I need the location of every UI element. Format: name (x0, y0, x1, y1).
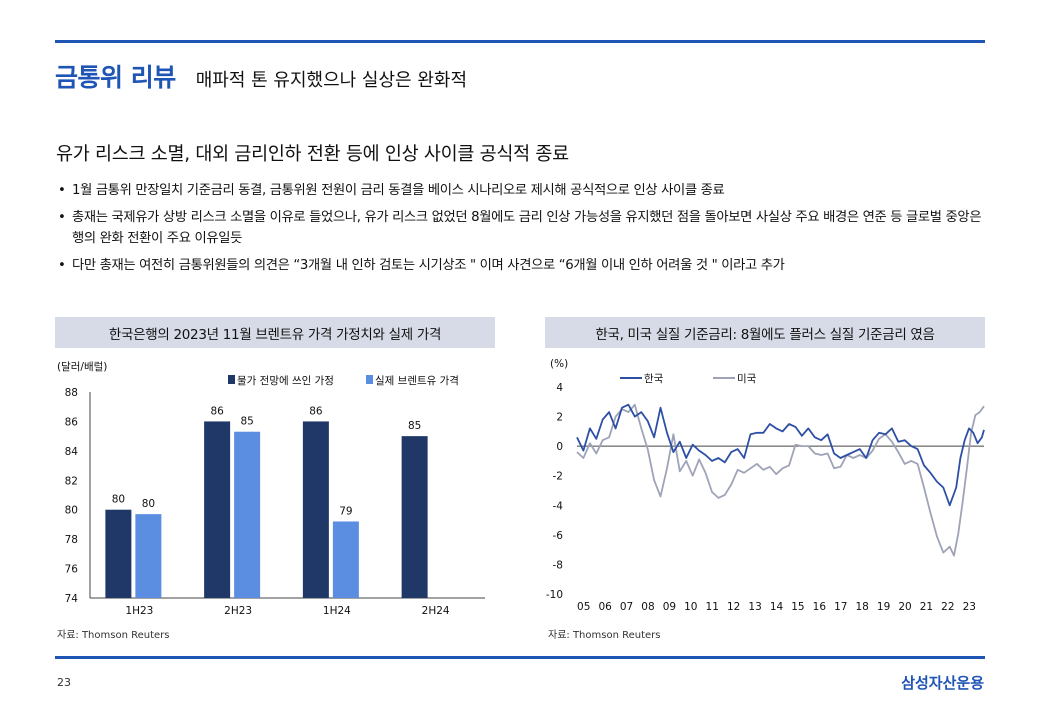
x-tick-label: 08 (641, 601, 654, 613)
x-tick-label: 20 (898, 601, 911, 613)
x-tick-label: 05 (577, 601, 590, 613)
bar-actual (234, 431, 261, 598)
x-tick-label: 06 (598, 601, 612, 613)
y-tick-label: 4 (556, 382, 563, 394)
y-tick-label: 88 (65, 387, 78, 399)
bar-data-label: 80 (142, 498, 155, 510)
bullet-item: 다만 총재는 여전히 금통위원들의 의견은 “3개월 내 인하 검토는 시기상조… (58, 255, 988, 276)
right-chart-source: 자료: Thomson Reuters (548, 630, 661, 641)
bar-chart-svg: (달러/배럴) 74 76 78 80 82 84 86 88 1H23 80 80 2H23 86 85 1… (57, 360, 485, 617)
x-tick-label: 12 (727, 601, 740, 613)
bar-data-label: 86 (210, 405, 224, 417)
y-tick-label: 0 (556, 441, 563, 453)
x-tick-label: 21 (920, 601, 933, 613)
x-tick-label: 16 (813, 601, 827, 613)
y-axis-unit-label: (%) (550, 358, 568, 370)
y-tick-label: -4 (553, 500, 564, 512)
x-tick-label: 09 (663, 601, 676, 613)
series-line-korea (576, 403, 985, 507)
x-tick-label: 10 (684, 601, 697, 613)
y-tick-label: 74 (65, 593, 79, 605)
x-tick-label: 13 (748, 601, 761, 613)
brand-logo-text: 삼성자산운용 (901, 674, 984, 692)
bar-data-label: 86 (309, 405, 323, 417)
page-number: 23 (57, 676, 71, 689)
y-tick-label: 86 (65, 416, 79, 428)
x-tick-label: 17 (834, 601, 847, 613)
legend-swatch (366, 375, 373, 384)
y-tick-label: 84 (65, 446, 79, 458)
bullet-list: 1월 금통위 만장일치 기준금리 동결, 금통위원 전원이 금리 동결을 베이스… (58, 180, 988, 282)
y-tick-label: 2 (556, 412, 563, 424)
x-tick-label: 07 (620, 601, 633, 613)
page-title: 금통위 리뷰 (55, 63, 176, 92)
y-tick-label: 78 (65, 534, 78, 546)
page-header: 금통위 리뷰 매파적 톤 유지했으나 실상은 완화적 (55, 58, 467, 94)
bar-data-label: 85 (408, 420, 421, 432)
page-subtitle: 매파적 톤 유지했으나 실상은 완화적 (195, 70, 468, 91)
bar-data-label: 80 (112, 494, 125, 506)
bar-data-label: 85 (240, 416, 253, 428)
legend-label: 미국 (737, 373, 757, 385)
legend-label: 한국 (644, 373, 664, 385)
right-chart-title: 한국, 미국 실질 기준금리: 8월에도 플러스 실질 기준금리 였음 (545, 317, 985, 348)
left-chart-source: 자료: Thomson Reuters (57, 630, 170, 641)
real-policy-rate-line-chart: (%) 4 2 0 -2 -4 -6 -8 -10 05 06 07 08 09 10 11 12 13 14 15 1… (540, 354, 990, 624)
bar-actual (135, 514, 162, 598)
x-tick-label: 22 (941, 601, 954, 613)
x-tick-label: 19 (877, 601, 890, 613)
headline: 유가 리스크 소멸, 대외 금리인하 전환 등에 인상 사이클 공식적 종료 (56, 144, 569, 165)
y-tick-label: 80 (65, 505, 78, 517)
bottom-rule (55, 656, 985, 659)
legend-label: 실제 브렌트유 가격 (375, 374, 459, 387)
brent-oil-bar-chart: (달러/배럴) 74 76 78 80 82 84 86 88 1H23 80 80 2H23 86 85 1… (55, 354, 495, 624)
x-tick-label: 11 (706, 601, 719, 613)
x-tick-label: 1H23 (125, 605, 153, 617)
series-line-us (576, 403, 985, 557)
y-axis-unit-label: (달러/배럴) (57, 360, 107, 373)
x-tick-label: 14 (770, 601, 784, 613)
y-tick-label: -2 (553, 471, 563, 483)
bar-assumption (401, 436, 428, 598)
x-tick-label: 15 (791, 601, 804, 613)
bar-assumption (105, 509, 132, 598)
y-tick-label: -10 (546, 589, 563, 601)
y-tick-label: -6 (553, 530, 564, 542)
bar-assumption (204, 421, 231, 598)
bullet-item: 1월 금통위 만장일치 기준금리 동결, 금통위원 전원이 금리 동결을 베이스… (58, 180, 988, 201)
x-tick-label: 2H23 (224, 605, 252, 617)
top-rule (55, 40, 985, 43)
bar-assumption (302, 421, 329, 598)
y-tick-label: 82 (65, 475, 78, 487)
x-tick-label: 2H24 (422, 605, 450, 617)
x-tick-label: 18 (855, 601, 868, 613)
legend-label: 물가 전망에 쓰인 가정 (237, 375, 334, 387)
bar-data-label: 79 (339, 505, 352, 517)
legend-swatch (228, 375, 235, 384)
x-tick-label: 1H24 (323, 605, 351, 617)
y-tick-label: 76 (65, 564, 79, 576)
bar-actual (332, 521, 359, 598)
y-tick-label: -8 (553, 559, 563, 571)
bullet-item: 총재는 국제유가 상방 리스크 소멸을 이유로 들었으나, 유가 리스크 없었던… (58, 207, 988, 249)
x-tick-label: 23 (963, 601, 976, 613)
left-chart-title: 한국은행의 2023년 11월 브렌트유 가격 가정치와 실제 가격 (55, 317, 495, 348)
